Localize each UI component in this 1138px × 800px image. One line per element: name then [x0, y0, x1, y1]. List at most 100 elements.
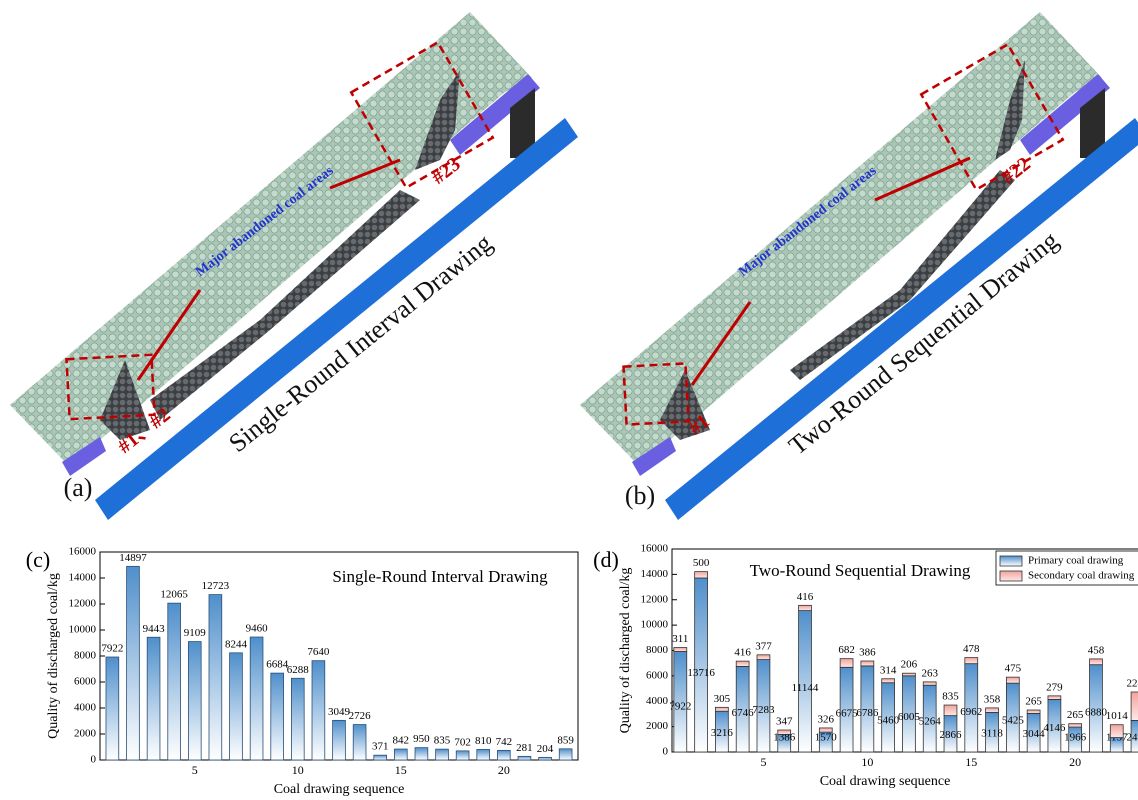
- value-label: 6005: [898, 711, 921, 723]
- value-label: 416: [734, 647, 751, 659]
- bar-segment: [819, 728, 832, 732]
- value-label: 2490: [1127, 731, 1138, 743]
- bar-segment: [861, 661, 874, 666]
- value-label: 371: [372, 741, 389, 753]
- bar: [436, 749, 449, 760]
- panel-label: (c): [26, 547, 50, 572]
- value-label: 326: [818, 713, 835, 725]
- y-tick-label: 8000: [646, 644, 669, 656]
- value-label: 7283: [752, 704, 775, 716]
- bar-segment: [1027, 710, 1040, 713]
- bar-segment: [944, 705, 957, 716]
- bar: [209, 595, 222, 760]
- bar: [539, 757, 552, 760]
- bar-segment: [715, 707, 728, 711]
- value-label: 6675: [836, 707, 859, 719]
- value-label: 8244: [225, 638, 248, 650]
- panel-b: Major abandoned coal areas #1 #22 Two-Ro…: [580, 12, 1138, 520]
- value-label: 6962: [960, 706, 982, 718]
- value-label: 9443: [143, 623, 166, 635]
- legend-swatch: [1000, 571, 1022, 581]
- x-tick-label: 5: [760, 755, 766, 769]
- value-label: 2866: [939, 729, 962, 741]
- bar: [497, 750, 510, 760]
- bar-segment: [986, 708, 999, 713]
- value-label: 3216: [711, 727, 734, 739]
- value-label: 13716: [687, 667, 715, 679]
- value-label: 7922: [101, 643, 123, 655]
- bar-segment: [1110, 725, 1123, 738]
- value-label: 311: [672, 633, 688, 645]
- bar: [230, 653, 243, 760]
- y-tick-label: 6000: [74, 676, 97, 688]
- x-axis-label: Coal drawing sequence: [820, 774, 951, 789]
- bar-segment: [695, 578, 708, 752]
- bar-segment: [882, 679, 895, 683]
- x-tick-label: 20: [1069, 755, 1081, 769]
- y-tick-label: 2000: [74, 728, 97, 740]
- bar-segment: [778, 730, 791, 734]
- x-tick-label: 5: [192, 763, 198, 777]
- y-axis-label: Quality of discharged coal/kg: [46, 573, 61, 739]
- x-tick-label: 10: [861, 755, 873, 769]
- y-axis-label: Quality of discharged coal/kg: [618, 568, 633, 734]
- y-tick-label: 4000: [646, 695, 669, 707]
- bar: [127, 566, 140, 760]
- value-label: 475: [1005, 663, 1022, 675]
- value-label: 358: [984, 693, 1001, 705]
- y-tick-label: 10000: [641, 619, 669, 631]
- value-label: 458: [1088, 644, 1105, 656]
- bar: [394, 749, 407, 760]
- value-label: 6288: [287, 664, 310, 676]
- value-label: 3044: [1023, 728, 1046, 740]
- bar: [250, 637, 263, 760]
- value-label: 6880: [1085, 706, 1108, 718]
- y-tick-label: 12000: [641, 593, 669, 605]
- bar: [312, 661, 325, 760]
- value-label: 1966: [1064, 732, 1087, 744]
- bar: [106, 657, 119, 760]
- value-label: 265: [1067, 709, 1084, 721]
- bar: [291, 678, 304, 760]
- x-tick-label: 10: [292, 763, 304, 777]
- value-label: 11144: [792, 682, 819, 694]
- value-label: 281: [516, 742, 533, 754]
- value-label: 279: [1046, 681, 1063, 693]
- chart-title: Two-Round Sequential Drawing: [750, 561, 971, 580]
- value-label: 12723: [202, 580, 230, 592]
- bar-segment: [840, 659, 853, 668]
- value-label: 265: [1025, 696, 1042, 708]
- x-tick-label: 20: [498, 763, 510, 777]
- value-label: 9460: [246, 623, 269, 635]
- value-label: 3118: [981, 728, 1003, 740]
- value-label: 7922: [669, 700, 691, 712]
- y-tick-label: 16000: [69, 546, 97, 558]
- y-tick-label: 14000: [69, 572, 97, 584]
- bar: [374, 755, 387, 760]
- value-label: 742: [496, 736, 513, 748]
- bar: [456, 751, 469, 760]
- value-label: 6684: [266, 659, 289, 671]
- bar-segment: [674, 648, 687, 652]
- bar-segment: [799, 605, 812, 610]
- bar-segment: [965, 658, 978, 664]
- bar-segment: [902, 673, 915, 676]
- bar: [353, 725, 366, 760]
- bar-segment: [695, 572, 708, 578]
- y-tick-label: 14000: [641, 568, 669, 580]
- value-label: 5460: [877, 714, 900, 726]
- value-label: 5264: [919, 715, 942, 727]
- value-label: 478: [963, 643, 980, 655]
- value-label: 842: [393, 735, 410, 747]
- x-axis-label: Coal drawing sequence: [274, 782, 405, 797]
- bar: [147, 637, 160, 760]
- value-label: 9109: [184, 627, 207, 639]
- bar-segment: [1048, 696, 1061, 700]
- value-label: 682: [838, 644, 855, 656]
- y-tick-label: 0: [663, 746, 669, 758]
- value-label: 2726: [349, 710, 372, 722]
- value-label: 810: [475, 735, 492, 747]
- value-label: 377: [755, 640, 772, 652]
- bar: [188, 642, 201, 760]
- bar: [415, 748, 428, 760]
